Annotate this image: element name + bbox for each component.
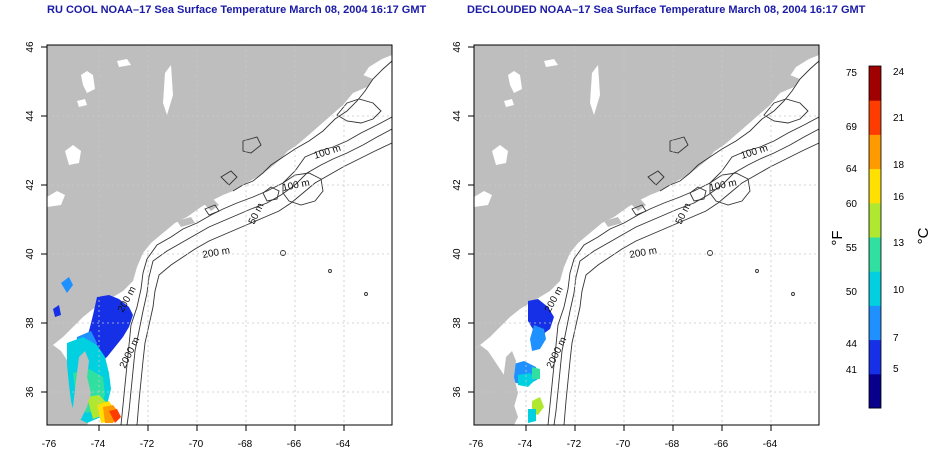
lon-tick-label: -74 xyxy=(91,439,106,450)
lat-tick-label: 36 xyxy=(25,386,36,398)
right-lon-tick-labels: -76 -74 -72 -70 -68 -66 -64 xyxy=(469,439,778,450)
right-map-panel: 100 m 100 m 50 m 200 m 200 m 2000 m -76 … xyxy=(452,41,820,450)
fahrenheit-tick: 50 xyxy=(846,287,858,298)
contour-label: 200 m xyxy=(629,245,658,261)
fahrenheit-tick: 60 xyxy=(846,199,858,210)
lon-tick-label: -74 xyxy=(518,439,533,450)
celsius-tick: 5 xyxy=(893,364,899,375)
fahrenheit-tick: 75 xyxy=(846,68,858,79)
right-plot-frame xyxy=(473,44,820,426)
left-plot-frame xyxy=(46,44,393,426)
right-lat-tick-labels: 46 44 42 40 38 36 xyxy=(452,41,463,398)
lon-tick-label: -72 xyxy=(140,439,155,450)
lat-tick-label: 36 xyxy=(452,386,463,398)
lat-tick-label: 40 xyxy=(25,248,36,260)
right-gridlines xyxy=(474,45,819,425)
colorbar-segment xyxy=(869,134,881,170)
lon-tick-label: -64 xyxy=(336,439,351,450)
lat-tick-label: 42 xyxy=(25,179,36,191)
left-panel-title: RU COOL NOAA–17 Sea Surface Temperature … xyxy=(47,4,427,16)
lat-tick-label: 40 xyxy=(452,248,463,260)
celsius-tick: 18 xyxy=(893,160,905,171)
fahrenheit-ticks: 75 69 64 60 55 50 44 41 xyxy=(846,68,858,376)
lat-tick-label: 46 xyxy=(452,41,463,53)
celsius-unit-label: °C xyxy=(915,227,932,244)
left-gridlines xyxy=(47,45,392,425)
lon-tick-label: -68 xyxy=(665,439,680,450)
fahrenheit-tick: 69 xyxy=(846,122,858,133)
celsius-ticks: 24 21 18 16 13 10 7 5 xyxy=(893,67,905,375)
colorbar: 75 69 64 60 55 50 44 41 24 21 18 16 13 1… xyxy=(829,65,932,409)
colorbar-segment xyxy=(869,339,881,375)
celsius-tick: 7 xyxy=(893,333,899,344)
lon-tick-label: -66 xyxy=(714,439,729,450)
left-lat-tick-labels: 46 44 42 40 38 36 xyxy=(25,41,36,398)
fahrenheit-unit-label: °F xyxy=(829,230,846,245)
lat-tick-label: 42 xyxy=(452,179,463,191)
lat-tick-label: 44 xyxy=(452,110,463,122)
colorbar-segment xyxy=(869,100,881,135)
left-lon-tick-labels: -76 -74 -72 -70 -68 -66 -64 xyxy=(42,439,351,450)
right-panel-title: DECLOUDED NOAA–17 Sea Surface Temperatur… xyxy=(467,4,866,16)
colorbar-segment xyxy=(869,237,881,272)
lon-tick-label: -70 xyxy=(189,439,204,450)
fahrenheit-tick: 44 xyxy=(846,339,858,350)
lat-tick-label: 38 xyxy=(452,317,463,329)
colorbar-frame xyxy=(868,65,882,409)
lat-tick-label: 44 xyxy=(25,110,36,122)
colorbar-segment xyxy=(869,373,881,409)
lat-tick-label: 38 xyxy=(25,317,36,329)
lon-tick-label: -76 xyxy=(469,439,484,450)
celsius-tick: 24 xyxy=(893,67,905,78)
celsius-tick: 21 xyxy=(893,113,905,124)
fahrenheit-tick: 55 xyxy=(846,243,858,254)
contour-label: 200 m xyxy=(202,245,231,261)
fahrenheit-tick: 41 xyxy=(846,365,858,376)
left-sst-overlay xyxy=(53,277,133,425)
lon-tick-label: -72 xyxy=(567,439,582,450)
left-axis-ticks xyxy=(41,46,345,431)
colorbar-segment xyxy=(869,202,881,238)
celsius-tick: 10 xyxy=(893,285,905,296)
lon-tick-label: -70 xyxy=(616,439,631,450)
left-map-panel: 100 m 100 m 50 m 200 m 200 m 2000 m -76 … xyxy=(25,41,393,450)
right-axis-ticks xyxy=(468,46,772,431)
lat-tick-label: 46 xyxy=(25,41,36,53)
colorbar-segment xyxy=(869,271,881,306)
celsius-tick: 13 xyxy=(893,238,905,249)
lon-tick-label: -76 xyxy=(42,439,57,450)
lon-tick-label: -64 xyxy=(763,439,778,450)
colorbar-segment xyxy=(869,168,881,204)
right-sst-overlay xyxy=(496,299,554,425)
colorbar-gradient xyxy=(869,66,881,409)
lon-tick-label: -66 xyxy=(287,439,302,450)
celsius-tick: 16 xyxy=(893,192,905,203)
fahrenheit-tick: 64 xyxy=(846,164,858,175)
colorbar-segment xyxy=(869,66,881,101)
colorbar-segment xyxy=(869,305,881,341)
lon-tick-label: -68 xyxy=(238,439,253,450)
